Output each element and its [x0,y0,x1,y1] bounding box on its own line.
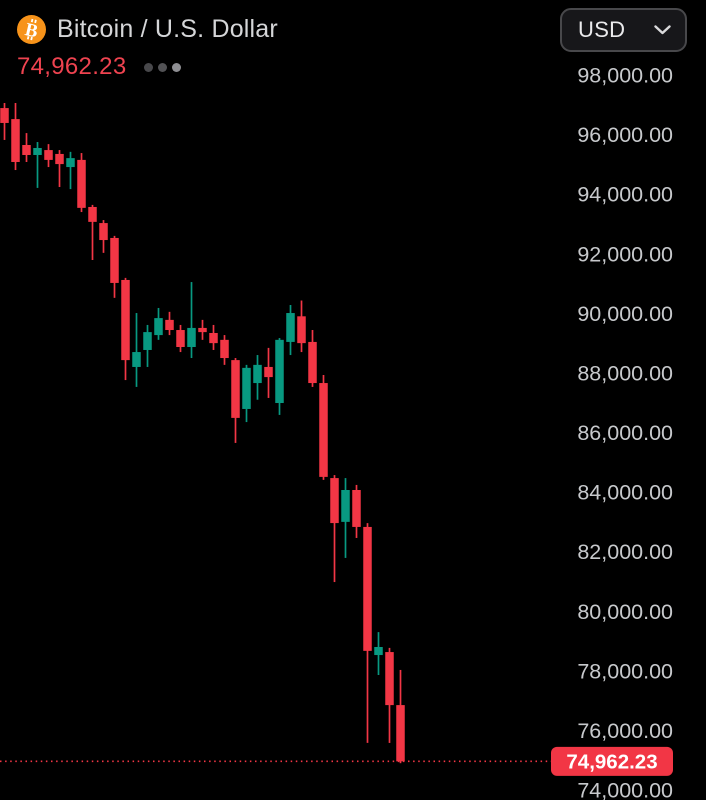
candle-body [297,316,306,344]
candle-body [209,332,218,344]
candle-body [242,367,251,409]
y-axis-label: 78,000.00 [577,659,673,683]
y-axis-label: 86,000.00 [577,421,673,445]
svg-text:B: B [23,19,40,42]
candle-body [44,150,53,160]
candle-body [319,383,328,477]
y-axis-label: 74,000.00 [577,779,673,800]
candle-body [275,339,284,404]
candle-body [253,364,262,384]
candle-body [88,206,97,222]
candle-body [66,158,75,168]
symbol-row: B Bitcoin / U.S. Dollar [0,0,560,44]
chart-header: B Bitcoin / U.S. Dollar 74,962.23 [0,0,560,81]
bitcoin-icon: B [17,15,46,44]
candle-body [330,478,339,524]
y-axis-label: 88,000.00 [577,361,673,385]
candle-body [231,360,240,418]
candle-body [187,327,196,347]
candle-body [385,652,394,706]
y-axis-label: 92,000.00 [577,242,673,266]
y-axis-label: 80,000.00 [577,600,673,624]
symbol-title: Bitcoin / U.S. Dollar [57,15,278,43]
current-price-label-bg [551,746,673,776]
candle-body [22,145,31,155]
candle-body [11,119,20,162]
candle-body [110,237,119,283]
candle-body [154,318,163,336]
candle-body [77,159,86,208]
current-price-label: 74,962.23 [566,751,657,774]
candle-body [176,330,185,347]
y-axis-label: 76,000.00 [577,719,673,743]
y-axis-label: 98,000.00 [577,64,673,88]
y-axis-label: 84,000.00 [577,481,673,505]
y-axis-label: 90,000.00 [577,302,673,326]
candle-body [121,279,130,361]
candle-body [198,327,207,333]
candle-body [132,352,141,367]
currency-label: USD [578,17,626,42]
candle-body [33,147,42,155]
candle-body [374,647,383,656]
current-price: 74,962.23 [17,53,127,80]
candle-body [352,489,361,527]
candle-body [286,313,295,342]
y-axis-label: 94,000.00 [577,183,673,207]
chevron-down-icon [654,25,671,35]
candle-body [363,526,372,651]
candle-body [55,153,64,165]
currency-selector[interactable]: USD [560,8,687,52]
candle-body [143,332,152,350]
candle-body [308,341,317,384]
candle-body [396,705,405,762]
ellipsis-loading-icon [144,62,182,72]
candle-body [220,339,229,359]
candle-body [99,223,108,241]
candle-body [165,319,174,331]
candle-body [0,108,9,123]
candle-body [341,489,350,522]
y-axis-label: 96,000.00 [577,123,673,147]
candle-body [264,366,273,378]
price-row: 74,962.23 [0,44,560,81]
y-axis-label: 82,000.00 [577,540,673,564]
